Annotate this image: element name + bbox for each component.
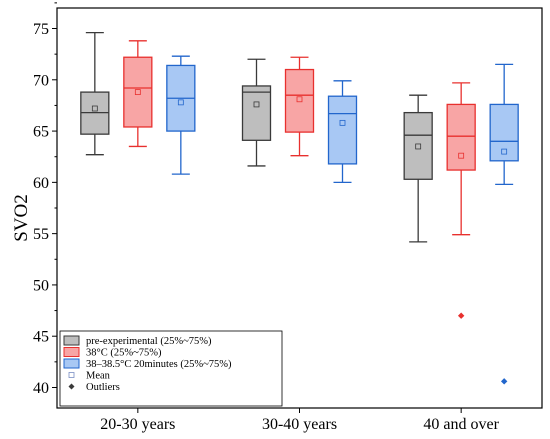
box-0-0 [80, 31, 110, 156]
box-0-2 [166, 55, 196, 175]
outlier-point [500, 378, 508, 385]
legend-label: 38°C (25%~75%) [86, 348, 162, 359]
box-iqr [284, 68, 315, 133]
box-iqr [446, 103, 476, 171]
x-tick-label: 30-40 years [262, 416, 337, 433]
box-1-2 [327, 80, 358, 184]
mean-marker [458, 152, 465, 159]
legend-outlier-marker [68, 383, 75, 390]
legend: pre-experimental (25%~75%)38°C (25%~75%)… [59, 330, 283, 407]
box-2-0 [403, 94, 433, 243]
y-tick-label: 60 [33, 175, 49, 192]
mean-marker [134, 89, 141, 96]
mean-marker [296, 96, 303, 103]
legend-box [59, 330, 283, 407]
outlier-point [457, 312, 465, 319]
mean-marker [339, 119, 346, 126]
plot-area: 40 45 50 55 60 65 70 75 20-30 years 30-40 years 40… [33, 2, 543, 433]
box-iqr [123, 56, 153, 128]
legend-label: pre-experimental (25%~75%) [86, 336, 212, 347]
y-tick-label: 50 [33, 277, 49, 294]
box-1-1 [284, 56, 315, 157]
box-1-0 [241, 58, 272, 167]
y-axis-label: SVO2 [11, 194, 32, 242]
box-iqr [489, 103, 519, 162]
y-tick-label: 45 [33, 329, 49, 346]
mean-marker [501, 148, 508, 155]
legend-swatch [63, 358, 80, 369]
y-tick-label: 65 [33, 124, 49, 141]
y-tick-label: 40 [33, 380, 49, 397]
mean-marker [177, 99, 184, 106]
legend-label: 38–38.5°C 20minutes (25%~75%) [86, 359, 232, 370]
legend-mean-marker [68, 372, 75, 378]
box-2-2 [489, 63, 519, 385]
x-tick-label: 20-30 years [100, 416, 175, 433]
mean-marker [415, 143, 422, 150]
y-tick-label: 55 [33, 226, 49, 243]
legend-outliers-label: Outliers [86, 382, 120, 393]
box-2-1 [446, 82, 476, 319]
box-iqr [241, 85, 272, 141]
box-iqr [403, 111, 433, 180]
x-tick-label: 40 and over [423, 416, 499, 433]
y-tick-label: 70 [33, 72, 49, 89]
mean-marker [253, 101, 260, 108]
legend-swatch [63, 335, 80, 346]
y-tick-label: 75 [33, 21, 49, 38]
mean-marker [91, 105, 98, 112]
box-0-1 [123, 40, 153, 148]
box-iqr [327, 95, 358, 165]
legend-swatch [63, 347, 80, 357]
legend-mean-label: Mean [86, 371, 111, 382]
